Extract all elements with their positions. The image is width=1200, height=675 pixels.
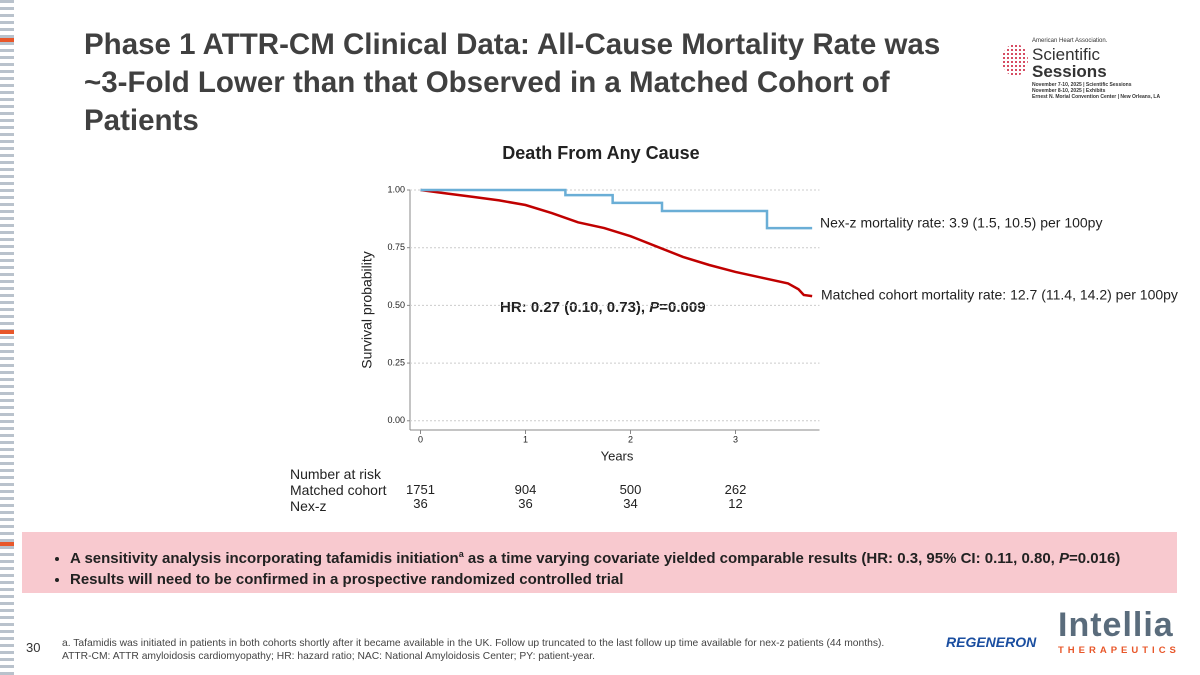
risk-value: 262 — [724, 482, 747, 497]
intellia-logo: Intellia THERAPEUTICS — [1058, 606, 1180, 656]
x-tick-label: 2 — [628, 434, 633, 444]
logo-text: Intellia — [1058, 606, 1174, 644]
x-tick-label: 3 — [733, 434, 738, 444]
risk-row-label: Nex-z — [290, 498, 327, 514]
logo-mark — [1002, 44, 1028, 76]
bullet: A sensitivity analysis incorporating taf… — [70, 544, 1177, 569]
risk-value: 904 — [514, 482, 537, 497]
y-axis-label: Survival probability — [359, 251, 375, 369]
survival-curve — [420, 188, 813, 298]
x-tick-label: 0 — [418, 434, 423, 444]
logo-text: November 7-10, 2025 | Scientific Session… — [1032, 82, 1132, 88]
superscript: a — [458, 549, 464, 559]
y-tick-label: 0.50 — [387, 300, 405, 310]
text: P — [1059, 550, 1070, 567]
stripe-accent — [0, 38, 14, 42]
logo-text: Ernest N. Morial Convention Center | New… — [1032, 94, 1161, 100]
risk-table: Number at risk Matched cohort Nex-z — [290, 466, 387, 514]
footnote: a. Tafamidis was initiated in patients i… — [62, 638, 885, 649]
annotation: Nex-z mortality rate: 3.9 (1.5, 10.5) pe… — [820, 215, 1102, 231]
hr-part: =0.009 — [659, 299, 705, 316]
risk-value: 1751 — [406, 482, 435, 497]
text: =0.016) — [1069, 550, 1121, 567]
bullet-list: A sensitivity analysis incorporating taf… — [22, 544, 1177, 590]
risk-value: 12 — [728, 496, 743, 511]
text: as a time varying covariate yielded comp… — [463, 550, 1059, 567]
risk-value: 34 — [623, 496, 638, 511]
page-number: 30 — [26, 640, 41, 655]
risk-value: 36 — [413, 496, 428, 511]
survival-curve — [420, 188, 813, 230]
slide-title: Phase 1 ATTR-CM Clinical Data: All-Cause… — [84, 28, 941, 137]
y-tick-label: 0.25 — [387, 357, 405, 367]
x-tick-label: 1 — [523, 434, 528, 444]
logo-text: American Heart Association. — [1032, 38, 1108, 44]
logo-text: THERAPEUTICS — [1058, 645, 1180, 656]
footnote: ATTR-CM: ATTR amyloidosis cardiomyopathy… — [62, 651, 595, 662]
stripe-accent — [0, 330, 14, 334]
chart-title: Death From Any Cause — [502, 143, 699, 163]
risk-row-label: Matched cohort — [290, 482, 387, 498]
callout-box: A sensitivity analysis incorporating taf… — [22, 532, 1177, 593]
risk-value: 500 — [619, 482, 642, 497]
risk-title: Number at risk — [290, 466, 382, 482]
y-tick-label: 0.00 — [387, 415, 405, 425]
hr-annotation: HR: 0.27 (0.10, 0.73), P=0.009 — [500, 299, 706, 316]
regeneron-logo: REGENERON — [946, 634, 1037, 650]
annotation: Matched cohort mortality rate: 12.7 (11.… — [821, 287, 1178, 303]
side-stripe — [0, 0, 14, 675]
logo-text: Scientific — [1032, 45, 1101, 64]
stripe-accent — [0, 542, 14, 546]
risk-value: 36 — [518, 496, 533, 511]
y-tick-label: 0.75 — [387, 242, 405, 252]
text: A sensitivity analysis incorporating taf… — [70, 550, 459, 567]
bullet: Results will need to be confirmed in a p… — [70, 569, 1177, 590]
logo-text: Sessions — [1032, 62, 1107, 81]
x-axis-label: Years — [601, 448, 634, 463]
logo-text: November 8-10, 2025 | Exhibits — [1032, 88, 1106, 94]
text: Results will need to be confirmed in a p… — [70, 571, 624, 588]
y-tick-label: 1.00 — [387, 184, 405, 194]
hr-part: HR: 0.27 (0.10, 0.73), — [500, 299, 649, 316]
footnotes: a. Tafamidis was initiated in patients i… — [62, 637, 884, 663]
hr-part: P — [649, 299, 660, 316]
